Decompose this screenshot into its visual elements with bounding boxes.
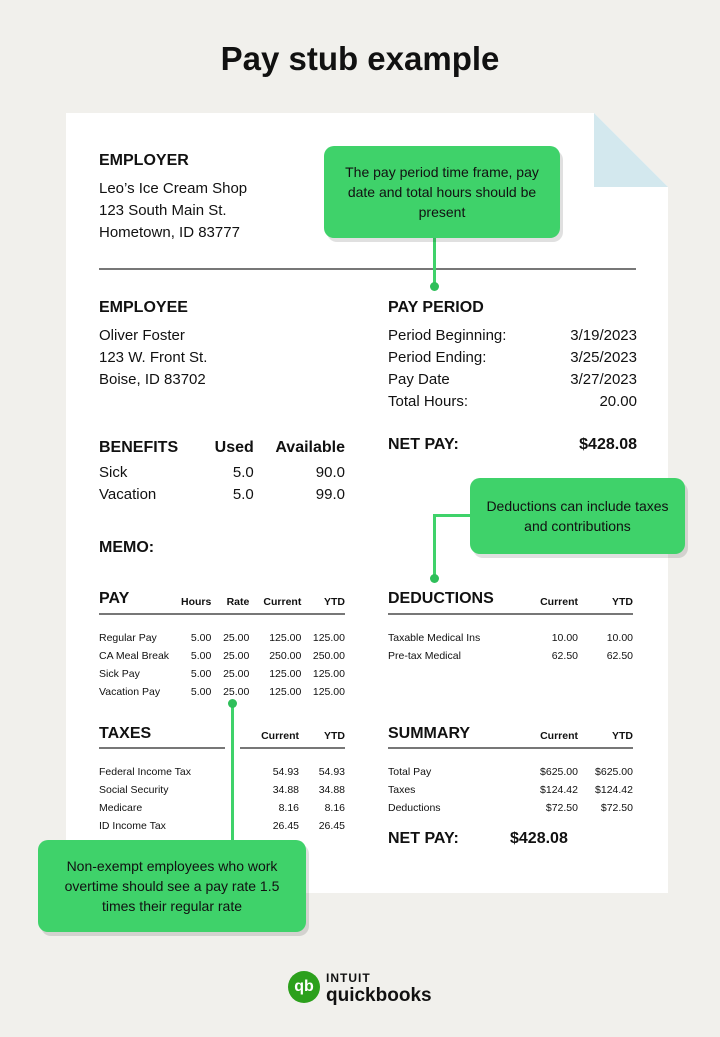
- divider: [99, 268, 636, 270]
- divider: [388, 747, 633, 749]
- callout-connector: [231, 703, 234, 843]
- table-row: ID Income Tax 26.45 26.45: [99, 820, 345, 832]
- pay-heading: PAY: [99, 590, 130, 607]
- table-header: Current YTD: [261, 730, 345, 742]
- table-row: Total Pay $625.00 $625.00: [388, 766, 633, 778]
- pay-period-heading: PAY PERIOD: [388, 299, 484, 316]
- table-row: Federal Income Tax 54.93 54.93: [99, 766, 345, 778]
- table-row: Sick 5.0 90.0: [99, 464, 345, 481]
- taxes-heading: TAXES: [99, 725, 152, 742]
- callout-connector: [433, 514, 471, 517]
- callout-connector: [433, 515, 436, 577]
- benefits-table: BENEFITS Used Available Sick 5.0 90.0 Vacati…: [99, 434, 345, 506]
- summary-net-pay-label: NET PAY:: [388, 830, 459, 847]
- table-row: Vacation 5.0 99.0: [99, 486, 345, 503]
- table-header: Current YTD: [540, 730, 633, 742]
- callout-connector: [433, 236, 436, 286]
- table-row: Pre-tax Medical 62.50 62.50: [388, 650, 633, 662]
- table-header: BENEFITS Used Available: [99, 439, 345, 456]
- pay-period-table: Period Beginning: 3/19/2023 Period Ending…: [388, 325, 637, 413]
- table-header: Hours Rate Current YTD: [181, 596, 345, 608]
- employer-city: Hometown, ID 83777: [99, 224, 240, 241]
- employee-address: Oliver Foster 123 W. Front St. Boise, ID…: [99, 325, 207, 391]
- employee-city: Boise, ID 83702: [99, 371, 206, 388]
- summary-net-pay-value: $428.08: [510, 830, 568, 847]
- deductions-heading: DEDUCTIONS: [388, 590, 494, 607]
- table-row: Regular Pay 5.00 25.00 125.00 125.00: [99, 632, 345, 644]
- divider: [99, 747, 225, 749]
- divider: [99, 613, 345, 615]
- table-row: Period Ending: 3/25/2023: [388, 349, 637, 366]
- employee-name: Oliver Foster: [99, 327, 185, 344]
- quickbooks-mark-icon: qb: [288, 971, 320, 1003]
- employer-name: Leo’s Ice Cream Shop: [99, 180, 248, 197]
- employer-address: Leo’s Ice Cream Shop 123 South Main St. …: [99, 178, 247, 244]
- callout-overtime: Non-exempt employees who work overtime s…: [38, 840, 306, 932]
- table-row: Social Security 34.88 34.88: [99, 784, 345, 796]
- summary-table: Current YTD Total Pay $625.00 $625.00 Taxes…: [388, 727, 633, 817]
- quickbooks-logo: qb INTUIT quickbooks: [288, 970, 432, 1006]
- net-pay-value: $428.08: [579, 436, 637, 453]
- table-row: CA Meal Break 5.00 25.00 250.00 250.00: [99, 650, 345, 662]
- employee-street: 123 W. Front St.: [99, 349, 208, 366]
- table-row: Total Hours: 20.00: [388, 393, 637, 410]
- divider: [388, 613, 633, 615]
- table-row: Pay Date 3/27/2023: [388, 371, 637, 388]
- table-row: Medicare 8.16 8.16: [99, 802, 345, 814]
- memo-label: MEMO:: [99, 539, 155, 556]
- divider: [240, 747, 345, 749]
- callout-pay-period: The pay period time frame, pay date and …: [324, 146, 560, 238]
- page-title: Pay stub example: [220, 40, 500, 77]
- logo-quickbooks: quickbooks: [326, 985, 432, 1006]
- table-row: Sick Pay 5.00 25.00 125.00 125.00: [99, 668, 345, 680]
- callout-dot: [430, 282, 439, 291]
- table-row: Vacation Pay 5.00 25.00 125.00 125.00: [99, 686, 345, 698]
- employer-street: 123 South Main St.: [99, 202, 227, 219]
- table-row: Taxable Medical Ins 10.00 10.00: [388, 632, 633, 644]
- employer-heading: EMPLOYER: [99, 152, 189, 169]
- callout-dot: [228, 699, 237, 708]
- table-header: Current YTD: [540, 596, 633, 608]
- pay-table: Hours Rate Current YTD Regular Pay 5.00 25.00…: [99, 593, 345, 701]
- table-row: Period Beginning: 3/19/2023: [388, 327, 637, 344]
- folded-corner: [594, 113, 668, 187]
- net-pay-label: NET PAY:: [388, 436, 459, 453]
- deductions-table: Current YTD Taxable Medical Ins 10.00 10.00…: [388, 593, 633, 665]
- table-row: Taxes $124.42 $124.42: [388, 784, 633, 796]
- employee-heading: EMPLOYEE: [99, 299, 188, 316]
- summary-heading: SUMMARY: [388, 725, 471, 742]
- table-row: Deductions $72.50 $72.50: [388, 802, 633, 814]
- callout-deductions: Deductions can include taxes and contrib…: [470, 478, 685, 554]
- logo-intuit: INTUIT: [326, 971, 371, 985]
- taxes-table: Current YTD Federal Income Tax 54.93 54.93 …: [99, 727, 345, 835]
- callout-dot: [430, 574, 439, 583]
